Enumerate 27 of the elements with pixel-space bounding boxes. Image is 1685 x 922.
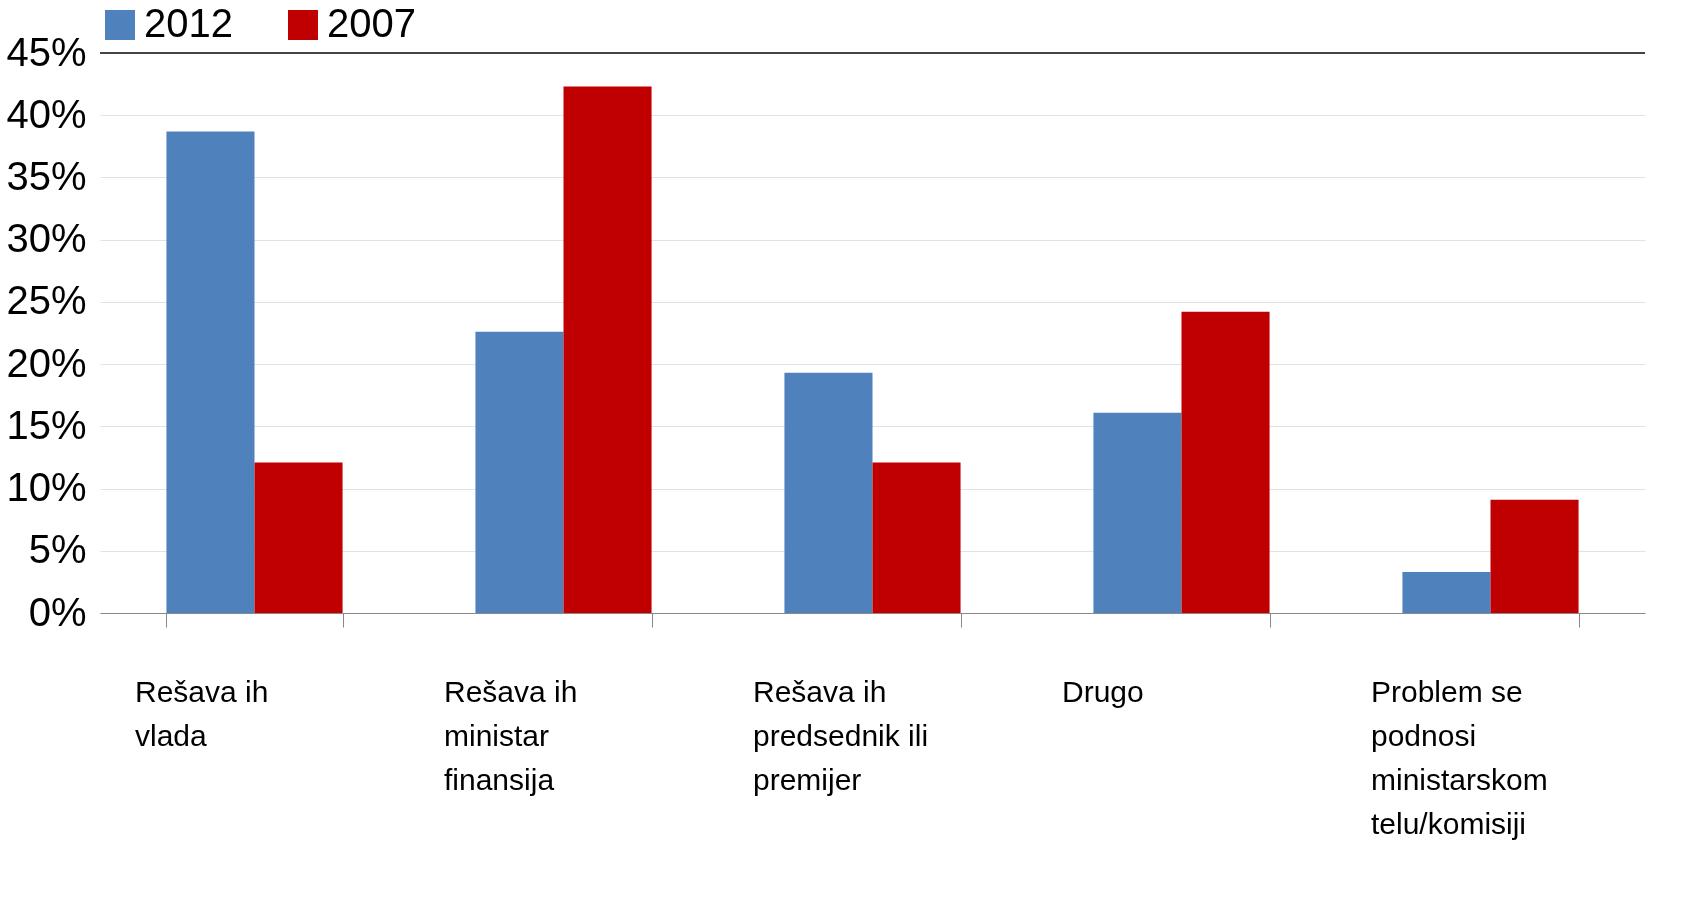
bar [254,462,343,613]
bar [563,86,652,613]
legend-label: 2007 [327,1,416,45]
y-tick-label: 15% [6,402,87,447]
bar [872,462,961,613]
y-tick-label: 40% [6,91,87,136]
bar [1181,311,1270,613]
y-tick-label: 25% [6,278,87,323]
bar [1093,412,1182,613]
x-tick-label: Rešava ih ministar finansija [444,674,578,796]
y-tick-label: 20% [6,340,87,385]
y-tick-label: 0% [28,589,87,634]
bar [1402,571,1491,613]
bar [475,331,564,613]
y-tick-label: 30% [6,216,87,261]
bar [1490,499,1579,613]
bar [784,372,873,613]
y-tick-label: 35% [6,153,87,198]
legend-label: 2012 [144,1,233,45]
y-tick-label: 10% [6,465,87,510]
y-tick-label: 45% [6,29,87,74]
x-tick-label: Problem se podnosi ministarskom telu/komisiji [1371,674,1548,840]
x-tick-label: Drugo [1062,674,1144,708]
x-tick-label: Rešava ih predsednik ili premijer [753,674,929,796]
y-tick-label: 5% [28,527,87,572]
bar [166,131,255,613]
x-tick-label: Rešava ih vlada [135,674,269,752]
